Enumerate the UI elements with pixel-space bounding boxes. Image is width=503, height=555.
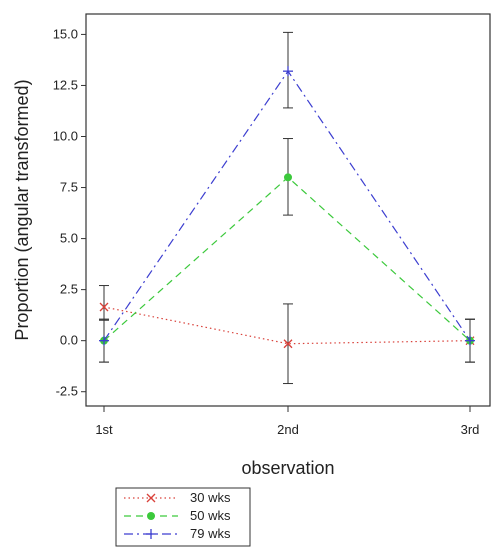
x-axis: 1st 2nd 3rd <box>95 406 479 437</box>
legend-marker-b <box>146 493 156 503</box>
y-tick-label: 10.0 <box>53 129 78 144</box>
series-79-wks <box>99 31 475 363</box>
y-axis-title: Proportion (angular transformed) <box>12 79 32 340</box>
series-line <box>103 306 471 345</box>
x-tick-label: 2nd <box>277 422 299 437</box>
legend-label: 50 wks <box>190 508 231 523</box>
legend-label: 79 wks <box>190 526 231 541</box>
y-tick-label: 7.5 <box>60 180 78 195</box>
series-50-wks <box>99 138 475 363</box>
data-point-marker-b <box>99 302 109 312</box>
legend: 30 wks 50 wks 79 wks <box>115 487 251 547</box>
y-tick-label: 0.0 <box>60 333 78 348</box>
data-point-marker <box>284 173 292 182</box>
legend-label: 30 wks <box>190 490 231 505</box>
y-tick-label: 12.5 <box>53 77 78 92</box>
y-tick-label: 2.5 <box>60 282 78 297</box>
y-tick-label: -2.5 <box>56 384 78 399</box>
legend-marker <box>147 512 155 520</box>
y-axis: -2.5 0.0 2.5 5.0 7.5 10.0 12.5 15.0 <box>53 26 86 399</box>
data-point-marker-b <box>283 339 293 349</box>
y-tick-label: 15.0 <box>53 26 78 41</box>
x-tick-label: 1st <box>95 422 113 437</box>
series-30-wks <box>99 285 475 385</box>
x-tick-label: 3rd <box>461 422 480 437</box>
series-layer <box>99 31 475 385</box>
x-axis-title: observation <box>241 458 334 478</box>
series-line <box>103 70 471 342</box>
y-tick-label: 5.0 <box>60 231 78 246</box>
